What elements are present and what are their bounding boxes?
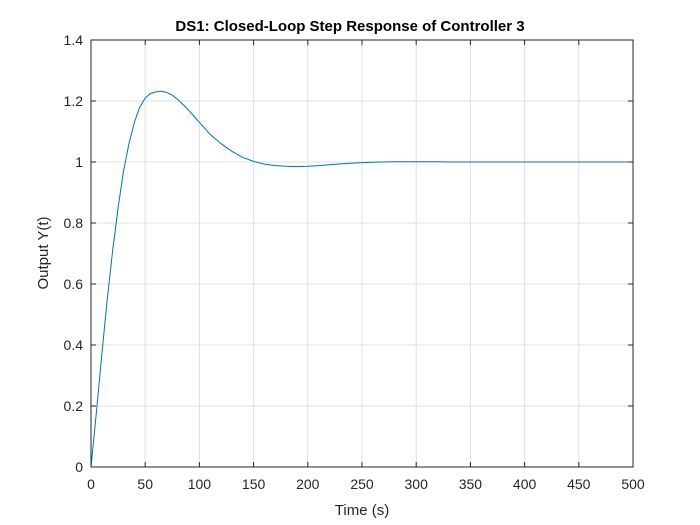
x-tick-label: 350 — [459, 476, 483, 492]
x-tick-labels: 0 50 100 150 200 250 300 350 400 450 500 — [87, 476, 645, 492]
x-tick-label: 0 — [87, 476, 95, 492]
y-tick-label: 0.8 — [64, 215, 84, 231]
x-tick-label: 400 — [513, 476, 537, 492]
tick-marks — [90, 39, 634, 468]
x-tick-label: 450 — [567, 476, 591, 492]
y-tick-label: 1 — [75, 154, 83, 170]
y-tick-label: 1.2 — [64, 93, 84, 109]
x-tick-label: 150 — [242, 476, 266, 492]
x-tick-label: 300 — [405, 476, 429, 492]
x-tick-label: 250 — [350, 476, 374, 492]
y-tick-label: 0 — [75, 459, 83, 475]
chart-title: DS1: Closed-Loop Step Response of Contro… — [175, 18, 524, 35]
step-response-line — [90, 90, 633, 468]
x-tick-label: 100 — [188, 476, 212, 492]
y-tick-label: 0.6 — [64, 276, 84, 292]
y-tick-label: 1.4 — [64, 32, 84, 48]
y-tick-labels: 0 0.2 0.4 0.6 0.8 1 1.2 1.4 — [64, 32, 84, 475]
x-tick-label: 200 — [296, 476, 320, 492]
x-axis-label: Time (s) — [335, 502, 389, 519]
x-tick-label: 500 — [621, 476, 645, 492]
x-tick-label: 50 — [137, 476, 153, 492]
y-tick-label: 0.2 — [64, 398, 84, 414]
y-tick-label: 0.4 — [64, 337, 84, 353]
y-axis-label: Output Y(t) — [35, 216, 52, 289]
series-layer — [90, 90, 633, 468]
